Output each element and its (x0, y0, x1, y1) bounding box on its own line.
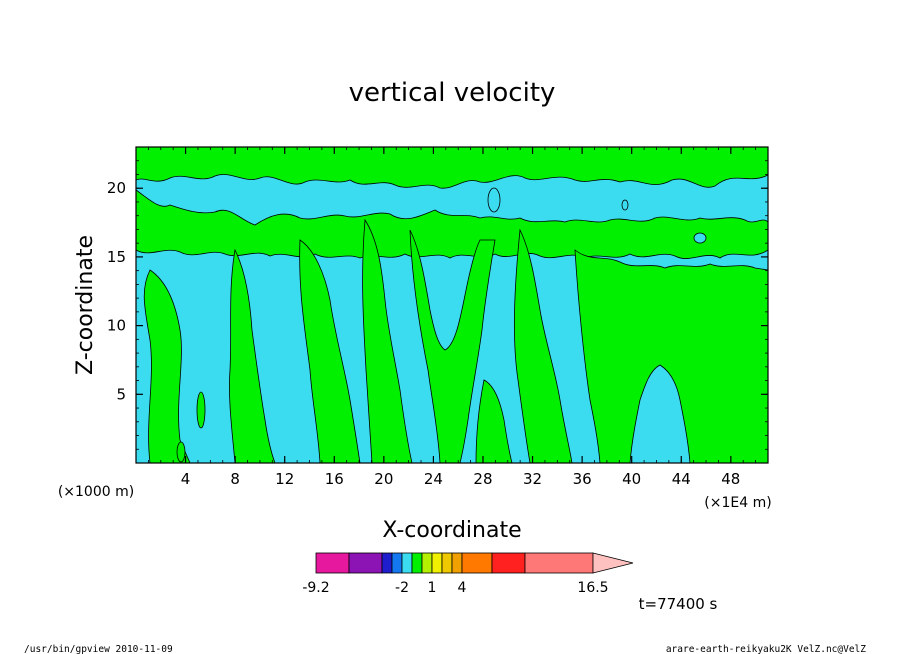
colorbar-swatch (461, 552, 493, 574)
green-region (574, 249, 768, 463)
plot-area (135, 146, 769, 464)
x-tick-label: 20 (374, 470, 393, 488)
colorbar-label: 16.5 (577, 580, 608, 596)
colorbar-extend-arrow (592, 552, 634, 574)
y-tick-label: 20 (107, 179, 126, 197)
colorbar-swatch (451, 552, 463, 574)
plot-frame (135, 146, 769, 464)
green-region (513, 228, 573, 463)
y-tick-label: 5 (116, 385, 126, 403)
colorbar-swatch (524, 552, 594, 574)
green-region (136, 147, 768, 189)
green-region (487, 187, 501, 213)
y-tick-label: 10 (107, 317, 126, 335)
x-tick-label: 28 (473, 470, 492, 488)
x-tick-label: 24 (424, 470, 443, 488)
colorbar-swatch (381, 552, 393, 574)
colorbar-label: -9.2 (302, 580, 329, 596)
x-unit-right: (×1E4 m) (704, 495, 771, 511)
green-region (143, 269, 191, 463)
colorbar-swatch (441, 552, 453, 574)
green-region (475, 379, 513, 463)
footer-right: arare-earth-reikyaku2K_VelZ.nc@VelZ (666, 644, 866, 654)
green-region (299, 239, 361, 463)
colorbar-swatch (348, 552, 383, 574)
green-region (362, 218, 413, 463)
x-unit-left: (×1000 m) (58, 484, 134, 500)
x-tick-label: 40 (622, 470, 641, 488)
green-region (409, 229, 496, 463)
x-tick-label: 44 (672, 470, 691, 488)
colorbar-swatch (401, 552, 413, 574)
colorbar-swatch (491, 552, 526, 574)
colorbar-label: -2 (395, 580, 409, 596)
green-region (229, 248, 276, 463)
green-region (196, 391, 206, 429)
time-label: t=77400 s (639, 595, 718, 613)
x-tick-label: 48 (721, 470, 740, 488)
x-axis-label: X-coordinate (382, 518, 521, 543)
colorbar-swatch (315, 552, 350, 574)
colorbar-swatch (431, 552, 443, 574)
x-tick-label: 36 (573, 470, 592, 488)
tick-marks (135, 146, 769, 464)
colorbar-label: 4 (458, 580, 467, 596)
y-tick-label: 15 (107, 248, 126, 266)
footer-left: /usr/bin/gpview 2010-11-09 (24, 644, 173, 654)
colorbar (315, 552, 634, 574)
y-tick-labels: 5 10 15 20 (107, 179, 126, 403)
x-tick-label: 8 (230, 470, 240, 488)
green-region (176, 441, 186, 463)
colorbar-label: 1 (428, 580, 437, 596)
colorbar-swatch (391, 552, 403, 574)
green-region (136, 189, 768, 259)
contour-field (136, 147, 768, 463)
x-tick-label: 12 (275, 470, 294, 488)
x-tick-label: 32 (523, 470, 542, 488)
colorbar-swatch (411, 552, 423, 574)
colorbar-swatch (421, 552, 433, 574)
x-tick-label: 4 (181, 470, 191, 488)
chart-title: vertical velocity (349, 78, 556, 108)
y-axis-label: Z-coordinate (73, 235, 98, 375)
colorbar-labels: -9.2 -2 1 4 16.5 (302, 580, 608, 596)
x-tick-labels: 4 8 12 16 20 24 28 32 36 40 44 48 (181, 470, 741, 488)
green-region (621, 199, 629, 211)
x-tick-label: 16 (325, 470, 344, 488)
green-region (693, 232, 707, 244)
